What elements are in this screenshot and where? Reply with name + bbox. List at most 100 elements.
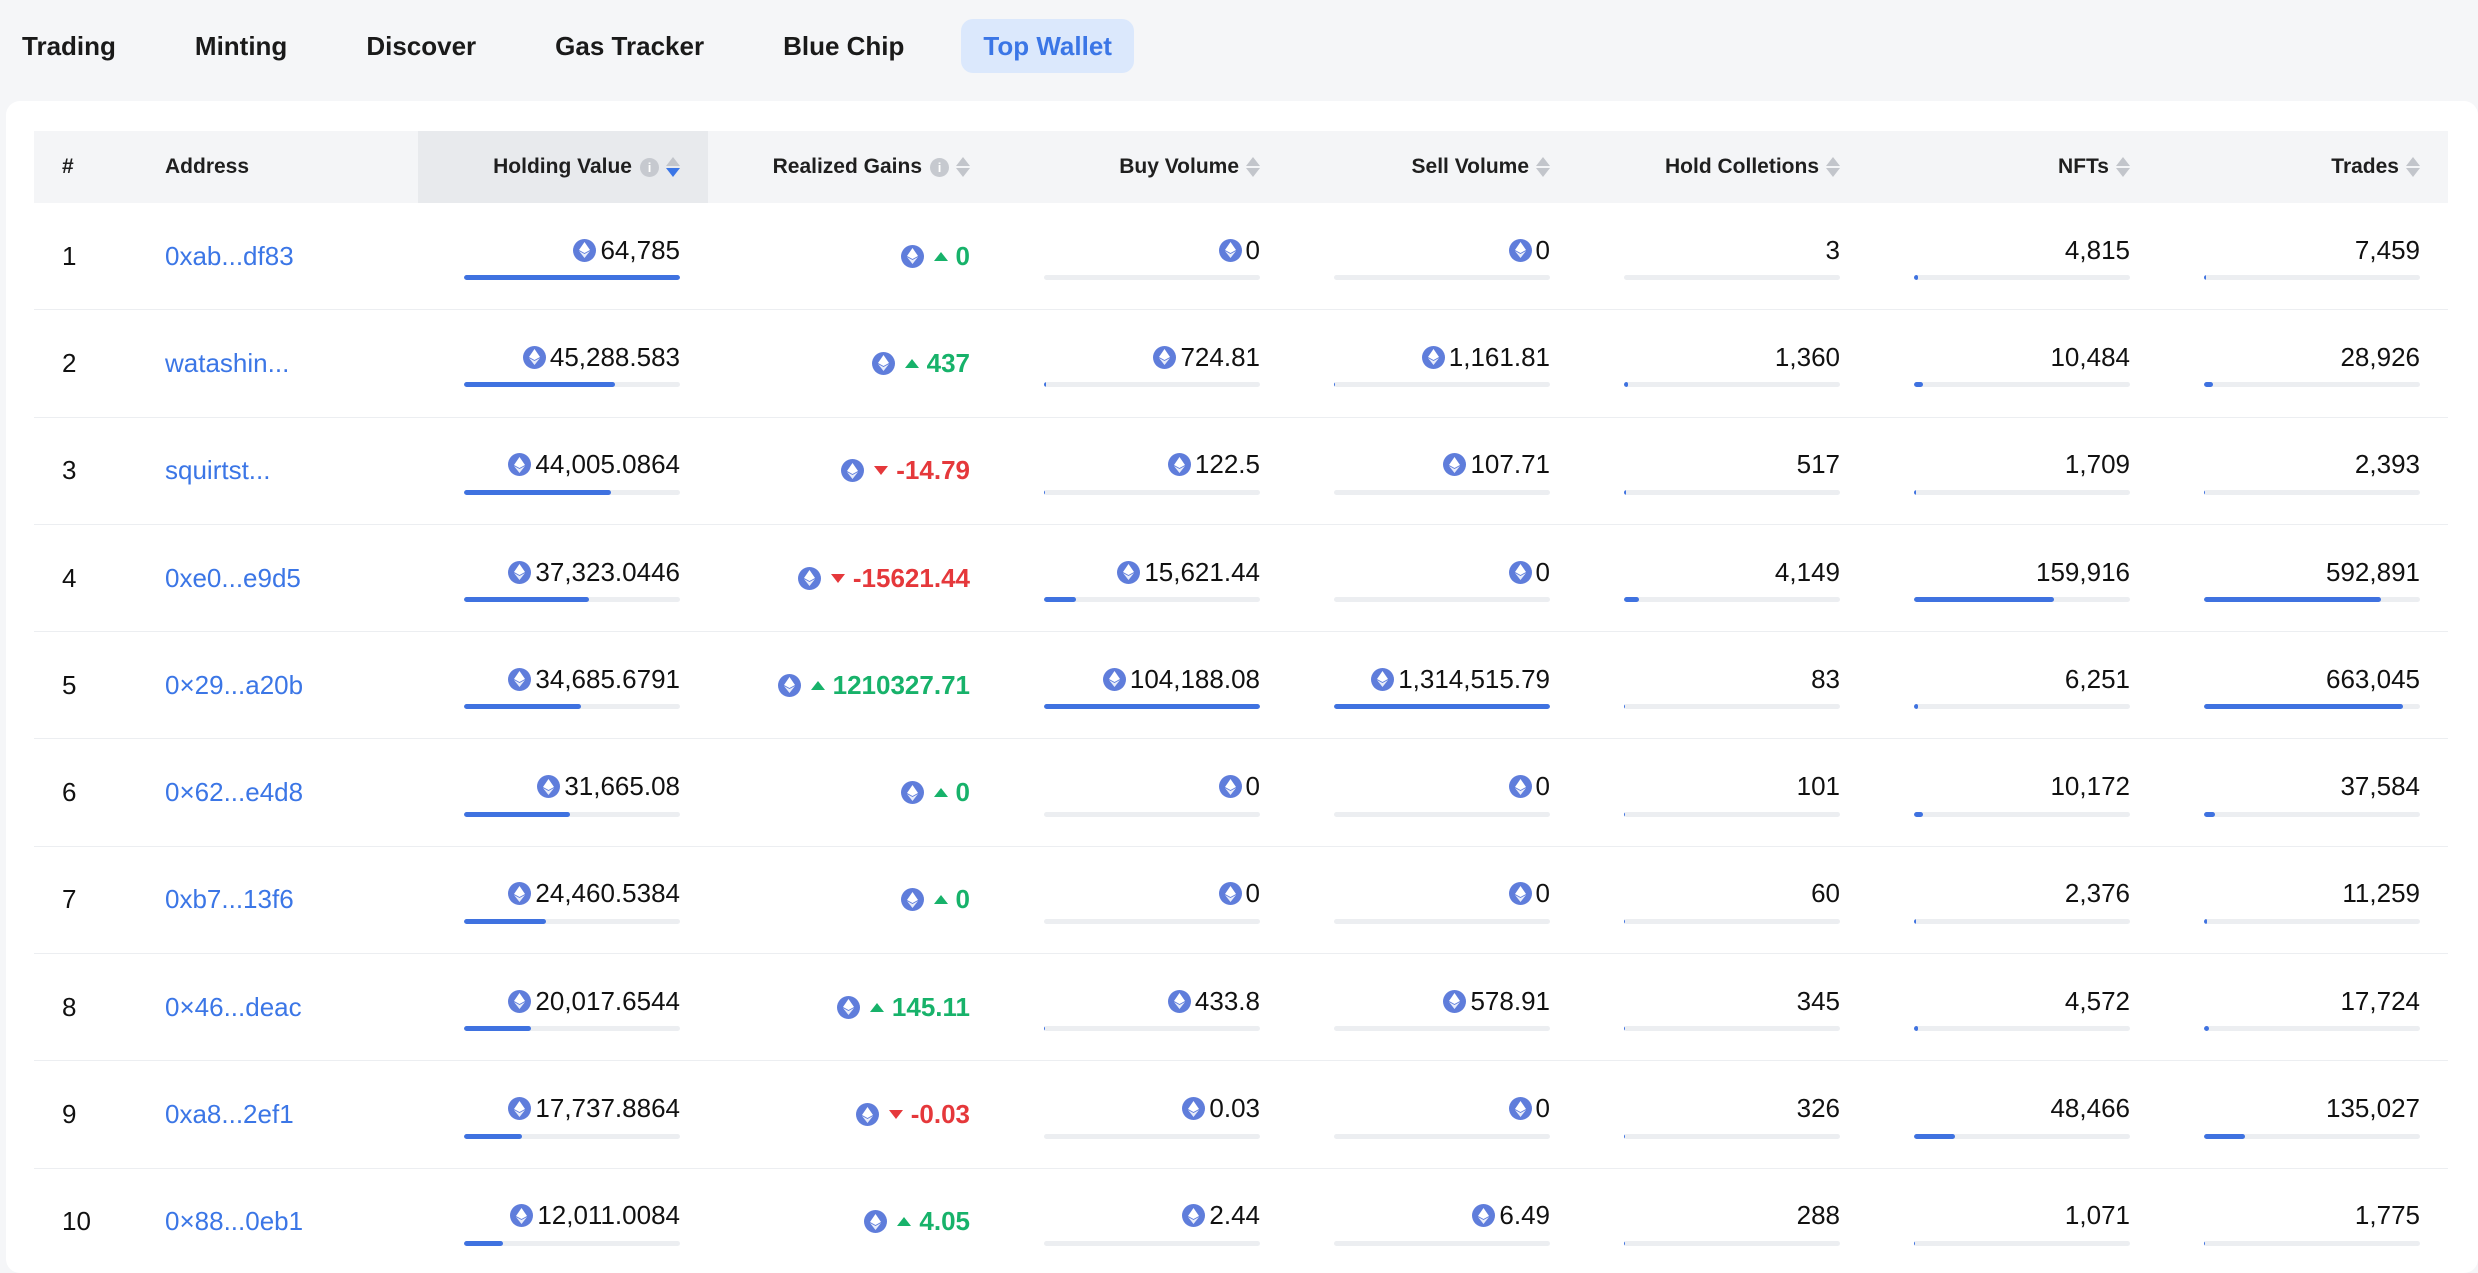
tab-top-wallet[interactable]: Top Wallet [961,19,1134,73]
trades-bar-fill [2204,1026,2210,1032]
gain-line: 1210327.71 [777,667,970,703]
address-link[interactable]: 0xb7...13f6 [165,847,294,953]
eth-icon [1153,345,1177,369]
header-address-label: Address [165,155,250,178]
nfts-cell: 48,466 [1868,1061,2158,1167]
hold-collections-value: 288 [1796,1200,1840,1231]
address-value[interactable]: 0xe0...e9d5 [165,562,301,593]
sell-volume-line: 0 [1508,554,1550,590]
eth-icon [1218,882,1242,906]
trades-bar-fill [2204,275,2207,281]
tab-blue-chip[interactable]: Blue Chip [783,31,905,61]
sell-volume-line: 0 [1508,232,1550,268]
sell-volume-value: 0 [1535,1093,1550,1124]
buy-volume-bar [1044,918,1260,924]
tab-minting[interactable]: Minting [194,31,288,61]
address-value[interactable]: squirtst... [165,455,271,486]
eth-icon [1167,453,1191,477]
address-value[interactable]: 0×62...e4d8 [165,777,304,808]
info-icon[interactable]: i [640,157,659,177]
sort-icon[interactable] [666,157,680,177]
trades-bar-fill [2204,704,2403,710]
holding-value-value: 12,011.0084 [537,1200,680,1231]
sell-volume-value: 0 [1535,556,1550,587]
buy-volume-line: 2.44 [1182,1198,1260,1234]
trades-cell: 2,393 [2158,418,2448,524]
holding-value-line: 17,737.8864 [508,1091,680,1127]
address-value[interactable]: watashin... [165,347,290,378]
sort-icon[interactable] [2116,157,2130,177]
sort-icon[interactable] [1826,157,1840,177]
gain-line: -15621.44 [797,560,970,596]
address-value[interactable]: 0×29...a20b [165,669,304,700]
trades-bar [2204,275,2420,281]
eth-icon [1508,1097,1532,1121]
header-nfts[interactable]: NFTs [1868,131,2158,203]
sell-volume-bar [1334,704,1550,710]
address-value[interactable]: 0×88...0eb1 [165,1206,304,1237]
header-hold-collections[interactable]: Hold Colletions [1578,131,1868,203]
address-link[interactable]: 0xab...df83 [165,203,294,309]
header-holding-value[interactable]: Holding Value i [418,131,708,203]
address-value[interactable]: 0xa8...2ef1 [165,1099,294,1130]
eth-icon [900,244,924,268]
sell-volume-cell: 0 [1288,739,1578,845]
nfts-value: 10,172 [2050,771,2130,802]
trades-value: 135,027 [2326,1093,2420,1124]
holding-value-cell: 44,005.0864 [418,418,708,524]
address-link[interactable]: 0×62...e4d8 [165,739,303,845]
sell-volume-cell: 1,161.81 [1288,310,1578,416]
address-link[interactable]: 0xe0...e9d5 [165,525,301,631]
address-value[interactable]: 0xab...df83 [165,240,294,271]
nfts-cell: 1,071 [1868,1169,2158,1273]
sort-icon[interactable] [1246,157,1260,177]
holding-value-bar-fill [464,1240,503,1246]
tab-gas-tracker[interactable]: Gas Tracker [555,31,705,61]
address-link[interactable]: squirtst... [165,418,270,524]
buy-volume-value: 15,621.44 [1144,556,1260,587]
address-link[interactable]: 0×88...0eb1 [165,1169,303,1273]
eth-icon [508,882,532,906]
address-link[interactable]: watashin... [165,310,289,416]
sell-volume-bar [1334,1133,1550,1139]
hold-collections-cell: 83 [1578,632,1868,738]
holding-value-value: 24,460.5384 [535,878,680,909]
hold-collections-value: 517 [1796,449,1840,480]
hold-collections-bar-fill [1624,489,1627,495]
sell-volume-cell: 578.91 [1288,954,1578,1060]
sell-volume-cell: 0 [1288,203,1578,309]
header-sell-volume[interactable]: Sell Volume [1288,131,1578,203]
info-icon[interactable]: i [930,157,949,177]
address-link[interactable]: 0xa8...2ef1 [165,1061,294,1167]
buy-volume-cell: 433.8 [998,954,1288,1060]
trades-bar-fill [2204,489,2205,495]
holding-value-bar-fill [464,275,680,281]
tab-discover[interactable]: Discover [366,31,477,61]
address-link[interactable]: 0×29...a20b [165,632,303,738]
trades-bar-fill [2204,382,2213,388]
address-link[interactable]: 0×46...deac [165,954,302,1060]
trades-cell: 592,891 [2158,525,2448,631]
trades-line: 135,027 [2326,1091,2420,1127]
nfts-value: 10,484 [2050,341,2130,372]
tab-trading[interactable]: Trading [22,31,116,61]
sell-volume-bar [1334,489,1550,495]
sort-icon[interactable] [956,157,970,177]
address-value[interactable]: 0×46...deac [165,991,302,1022]
sort-icon[interactable] [2406,157,2420,177]
hold-collections-line: 288 [1797,1198,1840,1234]
header-realized-gains[interactable]: Realized Gains i [708,131,998,203]
nfts-bar-fill [1914,1026,1919,1032]
nfts-bar [1914,275,2130,281]
header-buy-volume[interactable]: Buy Volume [998,131,1288,203]
sort-icon[interactable] [1536,157,1550,177]
header-trades[interactable]: Trades [2158,131,2448,203]
hold-collections-bar [1624,1133,1840,1139]
buy-volume-value: 0 [1245,771,1260,802]
buy-volume-bar-fill [1044,704,1260,710]
gain-line: 0 [900,882,970,918]
sell-volume-value: 6.49 [1499,1200,1550,1231]
holding-value-line: 64,785 [573,232,680,268]
holding-value-bar [464,275,680,281]
address-value[interactable]: 0xb7...13f6 [165,884,294,915]
